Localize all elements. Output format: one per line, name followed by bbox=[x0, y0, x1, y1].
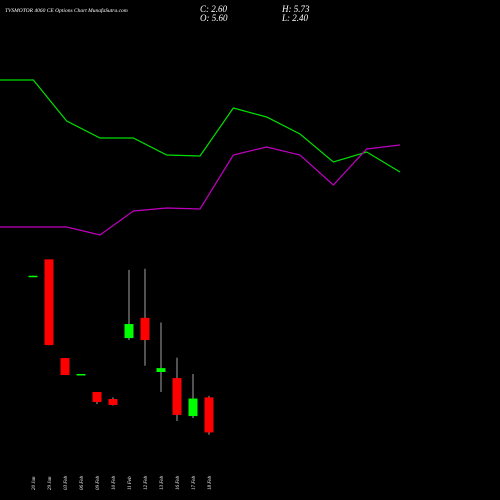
x-tick-label: 12 Feb bbox=[144, 475, 149, 490]
x-tick-label: 20 Jan bbox=[32, 476, 37, 490]
x-tick-label: 06 Feb bbox=[80, 475, 85, 490]
x-tick-label: 17 Feb bbox=[192, 475, 197, 490]
candle-body bbox=[28, 275, 38, 278]
stat: C: 2.60 bbox=[200, 4, 228, 14]
x-tick-label: 11 Feb bbox=[128, 476, 133, 490]
x-tick-label: 29 Jan bbox=[48, 476, 53, 490]
candle-body bbox=[204, 397, 214, 433]
indicator-line bbox=[0, 79, 401, 173]
candle-body bbox=[108, 399, 118, 405]
x-tick-label: 09 Feb bbox=[96, 475, 101, 490]
chart-title: TVSMOTOR 4060 CE Options Chart MunafaSut… bbox=[5, 7, 128, 14]
candle-body bbox=[60, 358, 70, 376]
stat: L: 2.40 bbox=[281, 13, 309, 23]
candle-body bbox=[188, 398, 198, 417]
candle-body bbox=[44, 259, 54, 346]
candle-body bbox=[92, 391, 102, 403]
x-tick-label: 03 Feb bbox=[64, 475, 69, 490]
candle-body bbox=[140, 317, 150, 341]
candle-body bbox=[124, 324, 134, 339]
x-tick-label: 16 Feb bbox=[176, 475, 181, 490]
x-tick-label: 10 Feb bbox=[112, 475, 117, 490]
x-tick-label: 18 Feb bbox=[208, 475, 213, 490]
candle-body bbox=[76, 373, 86, 376]
indicator-line bbox=[0, 144, 401, 236]
x-tick-label: 13 Feb bbox=[160, 475, 165, 490]
candle-body bbox=[156, 368, 166, 372]
stat: H: 5.73 bbox=[281, 4, 310, 14]
stat: O: 5.60 bbox=[200, 13, 228, 23]
candle-body bbox=[172, 378, 182, 415]
